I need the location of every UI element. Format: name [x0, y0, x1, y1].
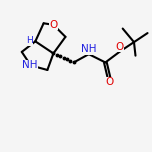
Text: O: O [105, 78, 113, 88]
Text: NH: NH [81, 44, 97, 54]
Text: O: O [49, 20, 58, 30]
Text: O: O [116, 42, 124, 52]
Text: H: H [26, 36, 33, 45]
Text: NH: NH [22, 60, 37, 71]
